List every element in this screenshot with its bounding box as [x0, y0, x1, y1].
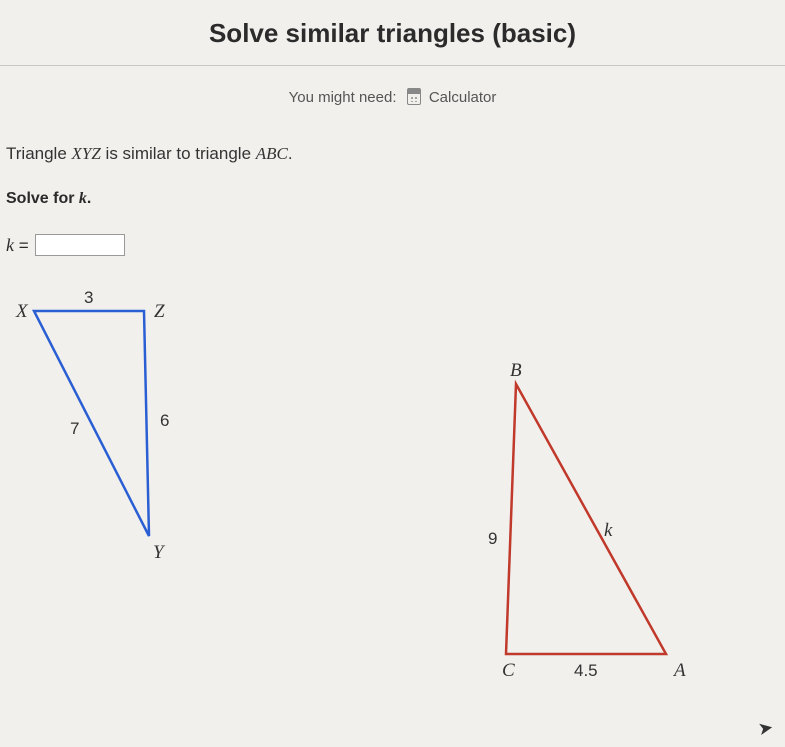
solve-for-var: k [79, 190, 87, 207]
title-bar: Solve similar triangles (basic) [0, 0, 785, 66]
svg-text:k: k [604, 520, 613, 541]
svg-text:7: 7 [70, 419, 79, 438]
svg-text:Y: Y [153, 542, 166, 563]
hint-tool[interactable]: Calculator [429, 89, 497, 106]
answer-eq: = [19, 236, 29, 255]
stmt-mid: is similar to triangle [101, 144, 256, 163]
solve-for-prefix: Solve for [6, 190, 79, 207]
answer-var: k [6, 235, 14, 255]
svg-text:B: B [510, 360, 522, 381]
triangle-xyz-diagram: X Z Y 3 6 7 [14, 286, 274, 586]
stmt-before: Triangle [6, 144, 72, 163]
answer-row: k = [6, 234, 785, 256]
svg-text:4.5: 4.5 [574, 661, 598, 680]
calculator-icon[interactable] [407, 88, 421, 105]
svg-text:X: X [15, 301, 29, 322]
svg-text:6: 6 [160, 411, 169, 430]
solve-for: Solve for k. [6, 190, 785, 208]
answer-input[interactable] [35, 234, 125, 256]
stmt-tri1: XYZ [72, 144, 101, 163]
page-title: Solve similar triangles (basic) [0, 18, 785, 49]
svg-text:A: A [672, 660, 686, 681]
triangle-abc-diagram: BCA9k4.5 [486, 364, 746, 704]
stmt-after: . [288, 144, 293, 163]
problem-area: Triangle XYZ is similar to triangle ABC.… [0, 116, 785, 706]
solve-for-after: . [87, 190, 91, 207]
diagram-area: X Z Y 3 6 7 B C A 9 k 4.5 [6, 286, 785, 706]
cursor-icon: ➤ [756, 717, 775, 740]
hint-prefix: You might need: [289, 89, 397, 106]
svg-text:Z: Z [154, 301, 165, 322]
svg-text:C: C [502, 660, 515, 681]
hint-row: You might need: Calculator [0, 66, 785, 116]
svg-text:3: 3 [84, 288, 93, 307]
svg-text:9: 9 [488, 529, 497, 548]
statement: Triangle XYZ is similar to triangle ABC. [6, 144, 785, 164]
stmt-tri2: ABC [256, 144, 288, 163]
